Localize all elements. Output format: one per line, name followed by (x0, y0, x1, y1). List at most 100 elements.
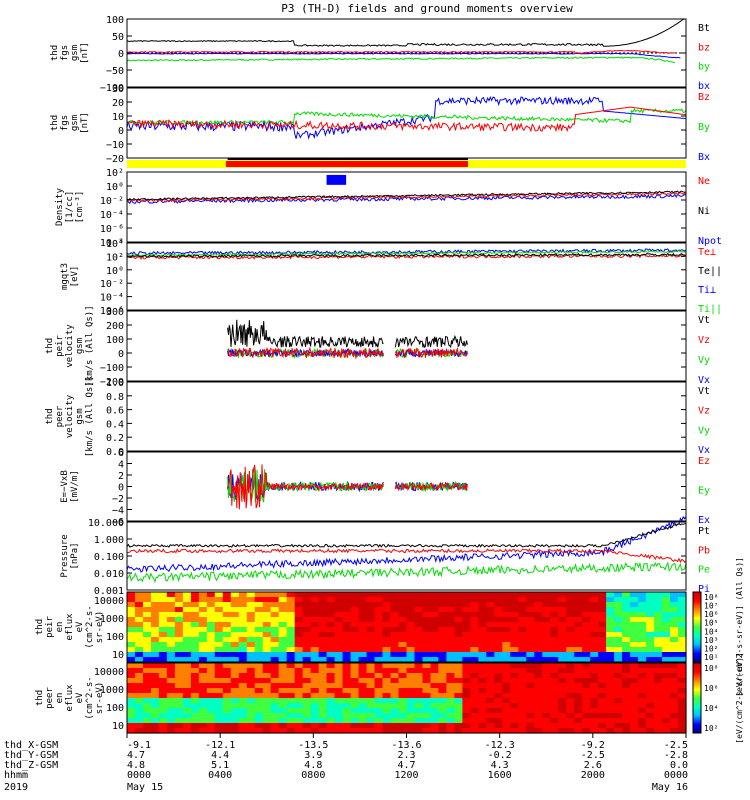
spectrogram-cell (646, 612, 655, 618)
spectrogram-cell (646, 652, 655, 658)
spectrogram-cell (158, 632, 168, 638)
spectrogram-cell (470, 612, 479, 618)
spectrogram-cell (566, 622, 575, 628)
spectrogram-cell (398, 617, 408, 623)
spectrogram-cell (262, 678, 272, 684)
spectrogram-cell (470, 713, 479, 719)
spectrogram-cell (630, 607, 639, 613)
npot-block (326, 174, 347, 185)
spectrogram-cell (222, 693, 232, 699)
spectrogram-cell (286, 602, 296, 608)
spectrogram-cell (206, 718, 216, 724)
spectrogram-cell (622, 703, 631, 709)
spectrogram-cell (182, 713, 192, 719)
spectrogram-cell (662, 627, 671, 633)
spectrogram-cell (358, 673, 368, 679)
spectrogram-cell (462, 728, 471, 734)
spectrogram-cell (622, 678, 631, 684)
spectrogram-cell (270, 698, 280, 704)
spectrogram-cell (358, 627, 368, 633)
spectrogram-cell (127, 642, 136, 648)
spectrogram-cell (550, 592, 559, 598)
spectrogram-cell (662, 673, 671, 679)
spectrogram-cell (582, 652, 591, 658)
y-tick-label: 10⁻⁴ (100, 293, 124, 304)
spectrogram-cell (398, 607, 408, 613)
spectrogram-cell (574, 627, 583, 633)
spectrogram-cell (606, 708, 615, 714)
spectrogram-cell (478, 703, 487, 709)
spectrogram-cell (214, 693, 224, 699)
spectrogram-cell (430, 622, 440, 628)
spectrogram-cell (446, 718, 455, 724)
spectrogram-cell (151, 693, 160, 699)
spectrogram-cell (135, 713, 144, 719)
spectrogram-cell (638, 617, 647, 623)
spectrogram-cell (534, 708, 543, 714)
spectrogram-cell (214, 642, 224, 648)
spectrogram-cell (630, 647, 639, 653)
spectrogram-cell (494, 602, 503, 608)
spectrogram-cell (646, 728, 655, 734)
spectrogram-cell (382, 602, 392, 608)
spectrogram-cell (582, 602, 591, 608)
spectrogram-cell (182, 657, 192, 663)
spectrogram-cell (222, 663, 232, 669)
spectrogram-cell (151, 698, 160, 704)
spectrogram-cell (462, 607, 471, 613)
series-Bx (126, 95, 687, 140)
mode-bar-burst (227, 158, 468, 160)
spectrogram-cell (446, 657, 455, 663)
spectrogram-cell (350, 668, 360, 674)
spectrogram-cell (566, 632, 575, 638)
spectrogram-cell (286, 592, 296, 598)
spectrogram-cell (151, 602, 160, 608)
spectrogram-cell (638, 597, 647, 603)
mode-bar-fast (225, 161, 468, 167)
spectrogram-cell (334, 602, 344, 608)
spectrogram-cell (598, 678, 607, 684)
panel-frame (126, 310, 687, 382)
spectrogram-cell (270, 718, 280, 724)
spectrogram-cell (590, 622, 599, 628)
spectrogram-cell (182, 647, 192, 653)
spectrogram-cell (494, 723, 503, 729)
spectrogram-cell (590, 693, 599, 699)
spectrogram-cell (342, 688, 352, 694)
spectrogram-cell (598, 602, 607, 608)
spectrogram-cell (598, 622, 607, 628)
spectrogram-cell (630, 612, 639, 618)
spectrogram-cell (174, 632, 184, 638)
spectrogram-cell (422, 622, 432, 628)
spectrogram-cell (502, 657, 511, 663)
spectrogram-cell (414, 602, 424, 608)
spectrogram-cell (470, 617, 479, 623)
spectrogram-cell (398, 698, 408, 704)
spectrogram-cell (135, 627, 144, 633)
spectrogram-cell (406, 622, 416, 628)
spectrogram-cell (598, 693, 607, 699)
spectrogram-cell (566, 602, 575, 608)
spectrogram-cell (127, 657, 136, 663)
spectrogram-cell (494, 713, 503, 719)
spectrogram-cell (286, 688, 296, 694)
spectrogram-cell (542, 652, 551, 658)
y-tick-label: 10⁻⁶ (100, 306, 124, 317)
spectrogram-cell (214, 602, 224, 608)
spectrogram-cell (478, 728, 487, 734)
spectrogram-cell (678, 622, 687, 628)
y-tick-label: 10⁻⁶ (100, 224, 124, 235)
spectrogram-cell (342, 718, 352, 724)
spectrogram-cell (151, 708, 160, 714)
spectrogram-cell (166, 617, 176, 623)
spectrogram-cell (534, 617, 543, 623)
spectrogram-cell (670, 703, 679, 709)
spectrogram-cell (366, 708, 376, 714)
spectrogram-cell (598, 703, 607, 709)
spectrogram-cell (127, 617, 136, 623)
spectrogram-cell (382, 728, 392, 734)
spectrogram-cell (326, 683, 336, 689)
spectrogram-cell (478, 683, 487, 689)
spectrogram-cell (326, 642, 336, 648)
